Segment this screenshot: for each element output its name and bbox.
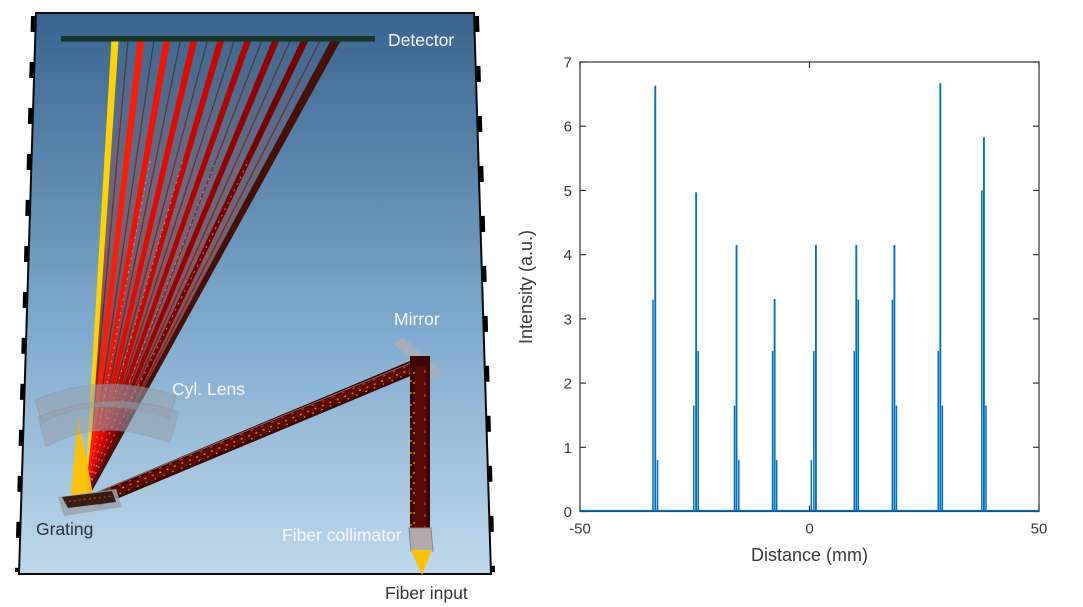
- grating-sparks: [63, 495, 113, 503]
- fiber-input-label: Fiber input: [385, 583, 468, 603]
- ray-dark: [84, 40, 342, 499]
- seam-streak-3: [85, 159, 250, 494]
- ray-red-6: [84, 40, 280, 499]
- y-tick-label: 1: [564, 440, 572, 457]
- grating-face: [62, 491, 116, 508]
- beam-diagonal-sparks-yellow: [101, 368, 421, 502]
- beam-diagonal-highlight: [95, 359, 419, 494]
- seam-streak-0: [85, 159, 151, 494]
- mirror-label: Mirror: [394, 309, 440, 329]
- plot-axes-box: [579, 61, 1040, 513]
- x-tick-label: 0: [805, 521, 813, 538]
- right-edge-marks: [475, 15, 495, 573]
- grating-label: Grating: [36, 519, 93, 539]
- beam-diagonal-sparks-red: [97, 361, 418, 495]
- x-axis-label: Distance (mm): [751, 545, 868, 565]
- y-tick-label: 7: [564, 55, 572, 72]
- ray-red-1: [84, 40, 145, 499]
- cylindrical-lens-lower: [37, 400, 180, 448]
- x-tick-label: 50: [1031, 521, 1048, 538]
- fiber-collimator-body: [408, 527, 434, 552]
- fiber-collimator-label: Fiber collimator: [282, 525, 402, 545]
- left-edge-marks: [15, 15, 35, 573]
- beam-diagonal-sparks-orange: [99, 365, 420, 498]
- y-tick-label: 3: [564, 311, 572, 328]
- ray-red-7: [84, 40, 309, 499]
- y-tick-label: 5: [564, 183, 572, 200]
- ray-yellow: [84, 40, 119, 499]
- fiber-input-cone: [411, 550, 432, 575]
- y-tick-label: 0: [564, 504, 572, 521]
- ray-red-5: [84, 40, 252, 499]
- y-tick-label: 2: [564, 376, 572, 393]
- intensity-series: [580, 83, 1039, 512]
- detector-bar: [61, 36, 375, 42]
- cyl-lens-label: Cyl. Lens: [172, 379, 245, 399]
- seam-streak-1: [85, 159, 184, 494]
- detector-label: Detector: [388, 30, 454, 50]
- x-tick-label: -50: [569, 521, 591, 538]
- raytrace-scene-panel: Detector Mirror Cyl. Lens Grating Fiber …: [15, 12, 495, 603]
- y-tick-label: 4: [564, 247, 572, 264]
- y-tick-label: 6: [564, 119, 572, 136]
- y-axis-label: Intensity (a.u.): [516, 230, 536, 344]
- yellow-focus-bundle: [70, 415, 95, 505]
